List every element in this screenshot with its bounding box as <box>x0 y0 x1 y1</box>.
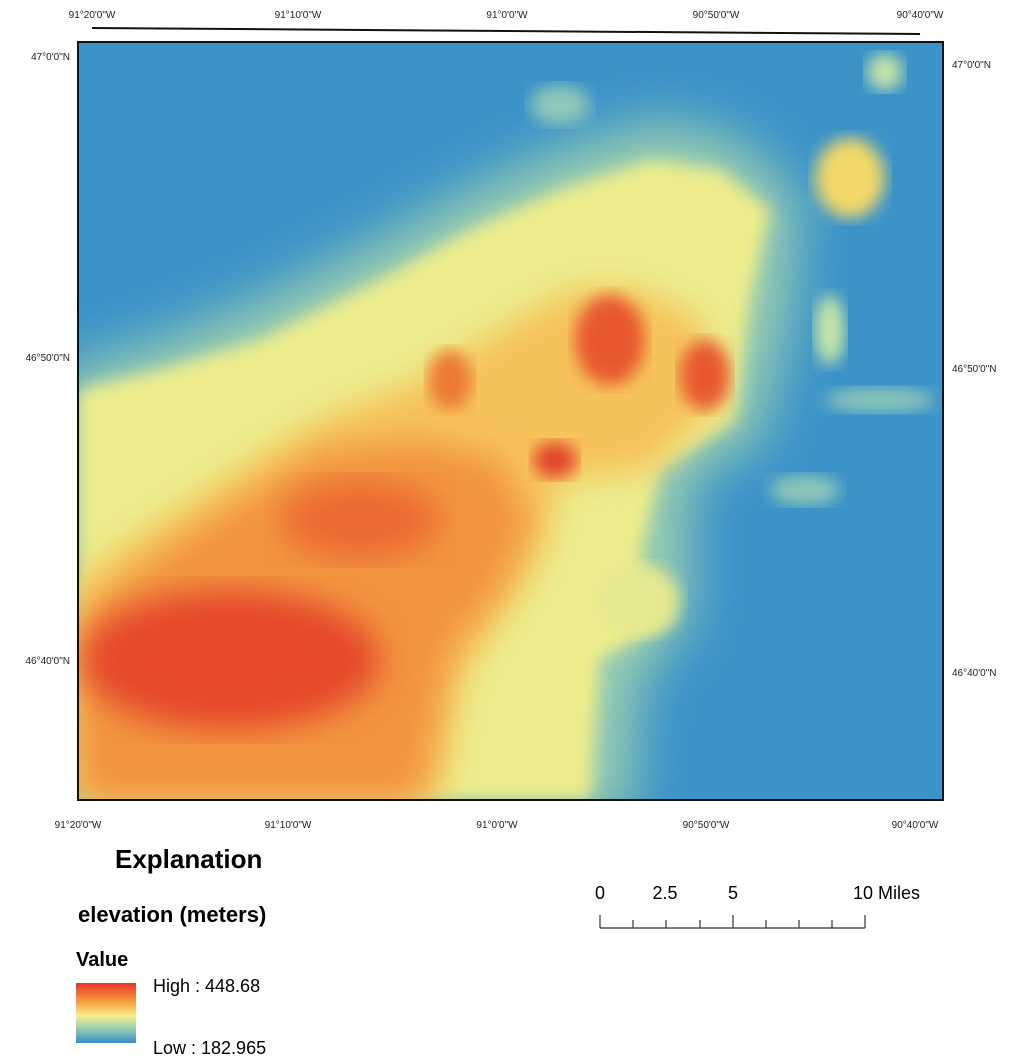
graticule-frame <box>92 28 920 34</box>
scale-label: 10 Miles <box>853 883 920 903</box>
legend-field: Value <box>76 949 128 971</box>
legend-title: Explanation <box>115 844 262 874</box>
bottom-labels: 91°20'0"W 91°10'0"W 91°0'0"W 90°50'0"W 9… <box>55 820 939 831</box>
legend-layer: elevation (meters) <box>78 902 266 927</box>
elevation-raster <box>60 42 943 820</box>
legend-ramp <box>76 983 136 1043</box>
scale-labels: 0 2.5 5 10 Miles <box>595 883 920 903</box>
top-labels: 91°20'0"W 91°10'0"W 91°0'0"W 90°50'0"W 9… <box>69 10 944 21</box>
scale-label: 2.5 <box>652 883 677 903</box>
lon-label: 90°50'0"W <box>683 820 730 831</box>
lon-label: 90°40'0"W <box>892 820 939 831</box>
lat-label: 46°50'0"N <box>26 353 71 364</box>
scale-label: 0 <box>595 883 605 903</box>
lon-label: 91°10'0"W <box>275 10 322 21</box>
scale-bar <box>600 915 865 928</box>
scale-label: 5 <box>728 883 738 903</box>
lon-label: 91°20'0"W <box>69 10 116 21</box>
lat-label: 46°50'0"N <box>952 364 997 375</box>
lon-label: 90°50'0"W <box>693 10 740 21</box>
lon-label: 91°10'0"W <box>265 820 312 831</box>
lat-label: 46°40'0"N <box>952 668 997 679</box>
legend-low: Low : 182.965 <box>153 1038 266 1058</box>
lat-label: 47°0'0"N <box>952 60 991 71</box>
lat-label: 47°0'0"N <box>31 52 70 63</box>
lon-label: 91°0'0"W <box>486 10 528 21</box>
right-labels: 47°0'0"N 46°50'0"N 46°40'0"N <box>952 60 997 679</box>
lon-label: 90°40'0"W <box>897 10 944 21</box>
left-labels: 47°0'0"N 46°50'0"N 46°40'0"N <box>26 52 71 667</box>
lon-label: 91°0'0"W <box>476 820 518 831</box>
lat-label: 46°40'0"N <box>26 656 71 667</box>
legend-high: High : 448.68 <box>153 976 260 996</box>
lon-label: 91°20'0"W <box>55 820 102 831</box>
map-page: 91°20'0"W 91°10'0"W 91°0'0"W 90°50'0"W 9… <box>0 0 1016 1061</box>
